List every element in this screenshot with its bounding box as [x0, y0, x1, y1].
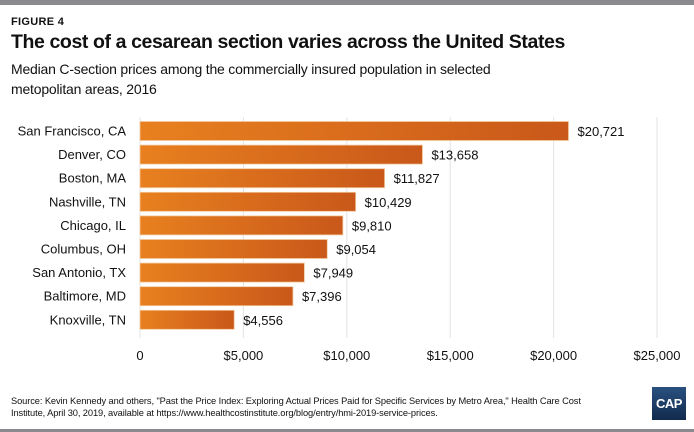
- data-label: $11,827: [394, 171, 440, 186]
- data-label: $7,396: [302, 289, 342, 304]
- category-label: Baltimore, MD: [44, 289, 126, 304]
- bar: [139, 168, 385, 189]
- bar: [139, 191, 357, 212]
- x-tick-label: 0: [136, 348, 143, 363]
- source-note: Source: Kevin Kennedy and others, "Past …: [11, 396, 581, 418]
- category-label: San Francisco, CA: [18, 124, 127, 139]
- chart-subtitle: Median C-section prices among the commer…: [11, 61, 491, 97]
- x-tick-label: $5,000: [224, 348, 264, 363]
- category-label: San Antonio, TX: [32, 265, 126, 280]
- x-tick-label: $20,000: [530, 348, 577, 363]
- bar: [139, 144, 423, 165]
- category-label: Nashville, TN: [49, 194, 126, 209]
- x-tick-label: $10,000: [323, 348, 370, 363]
- bar: [139, 309, 235, 330]
- bar: [139, 239, 328, 259]
- category-label: Denver, CO: [58, 147, 126, 162]
- data-label: $9,054: [336, 242, 376, 257]
- data-label: $7,949: [313, 266, 353, 281]
- data-label: $10,429: [365, 195, 412, 210]
- bar: [139, 262, 305, 283]
- category-label: Chicago, IL: [60, 218, 126, 233]
- top-border: [0, 0, 694, 5]
- bar: [139, 121, 569, 141]
- category-label: Knoxville, TN: [50, 312, 126, 327]
- data-label: $4,556: [243, 313, 283, 328]
- figure-label: FIGURE 4: [11, 16, 65, 28]
- bar: [139, 215, 344, 236]
- bar: [139, 286, 294, 307]
- bottom-border: [0, 429, 694, 432]
- data-label: $20,721: [578, 124, 625, 139]
- data-label: $13,658: [431, 148, 478, 163]
- data-label: $9,810: [352, 218, 392, 233]
- x-tick-label: $15,000: [427, 348, 474, 363]
- x-tick-label: $25,000: [634, 348, 681, 363]
- category-label: Columbus, OH: [41, 242, 126, 257]
- chart-title: The cost of a cesarean section varies ac…: [11, 31, 565, 53]
- category-label: Boston, MA: [59, 171, 127, 186]
- cap-logo: CAP: [652, 387, 686, 420]
